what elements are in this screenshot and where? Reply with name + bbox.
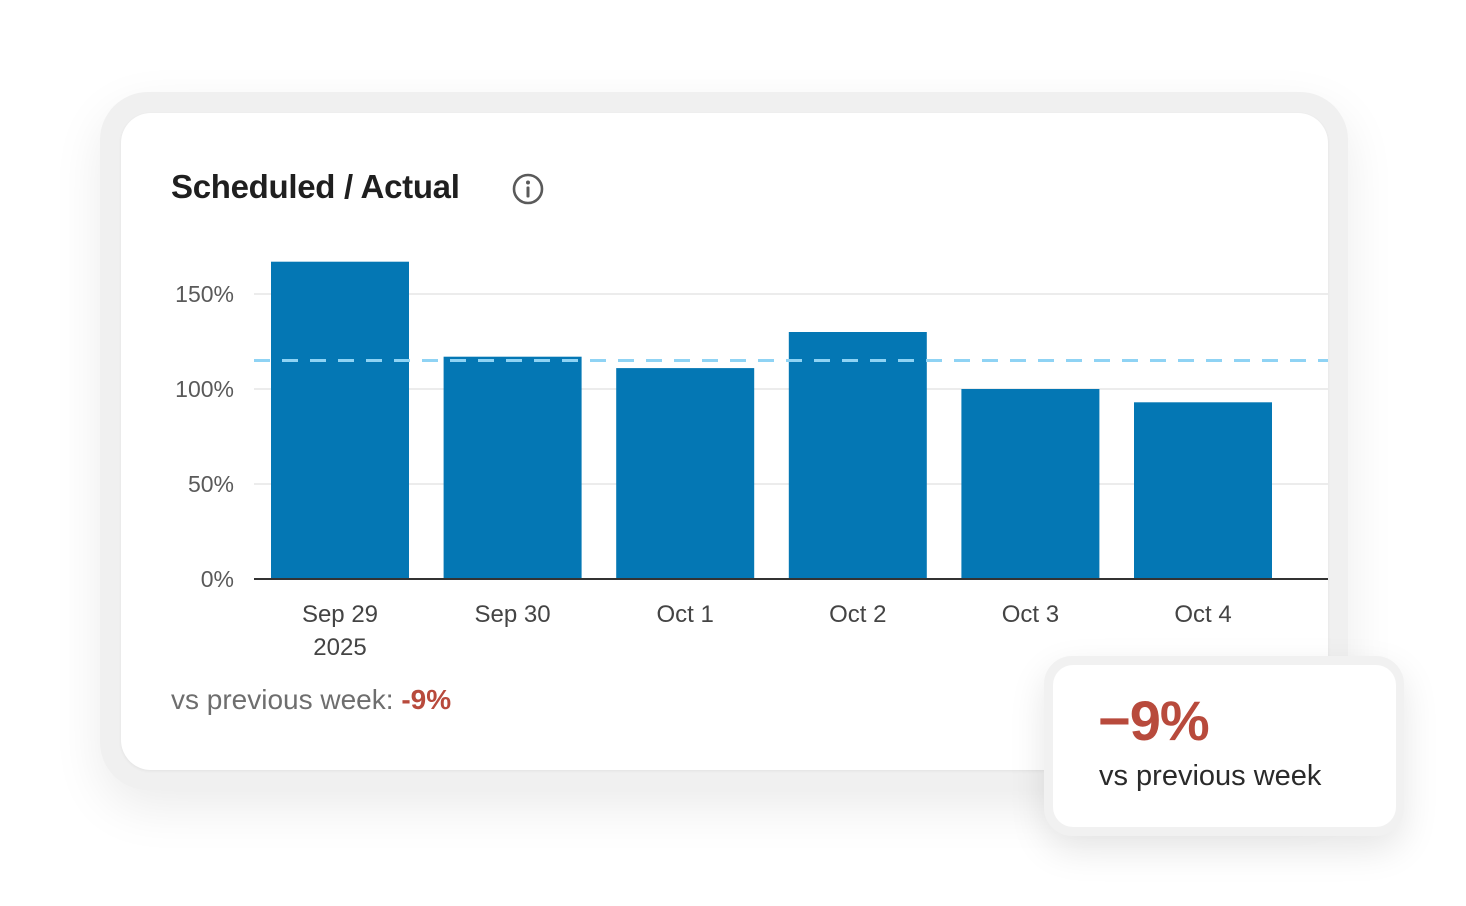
popup-label: vs previous week [1099,760,1322,792]
comparison-label: vs previous week: [171,684,394,715]
comparison-delta: -9% [401,684,452,715]
comparison-text: vs previous week: -9% [171,684,451,716]
info-icon[interactable] [511,172,545,206]
delta-popup-inner [1053,665,1396,827]
card-title: Scheduled / Actual [171,168,460,205]
popup-value: −9% [1098,689,1210,752]
